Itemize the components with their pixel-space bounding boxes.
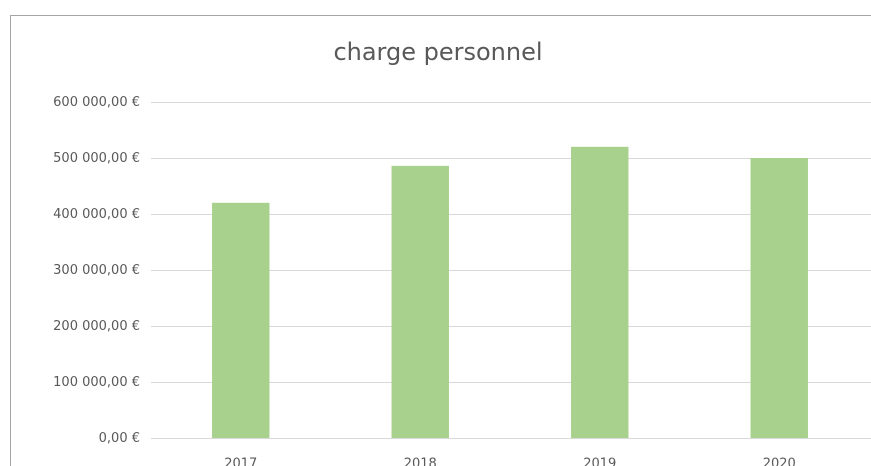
y-tick-label: 500 000,00 € (53, 151, 140, 166)
y-tick-label: 400 000,00 € (53, 207, 140, 222)
chart-title: charge personnel (333, 38, 542, 66)
y-tick-label: 300 000,00 € (53, 263, 140, 278)
y-tick-label: 600 000,00 € (53, 95, 140, 110)
bar (750, 158, 808, 438)
y-tick-label: 100 000,00 € (53, 375, 140, 390)
y-tick-label: 0,00 € (99, 431, 140, 446)
x-tick-label: 2017 (224, 457, 257, 466)
x-tick-label: 2018 (404, 457, 437, 466)
bar (391, 165, 449, 438)
bar (571, 146, 629, 439)
x-tick-label: 2019 (583, 457, 616, 466)
bar (212, 202, 270, 438)
y-tick-label: 200 000,00 € (53, 319, 140, 334)
x-tick-label: 2020 (763, 457, 796, 466)
